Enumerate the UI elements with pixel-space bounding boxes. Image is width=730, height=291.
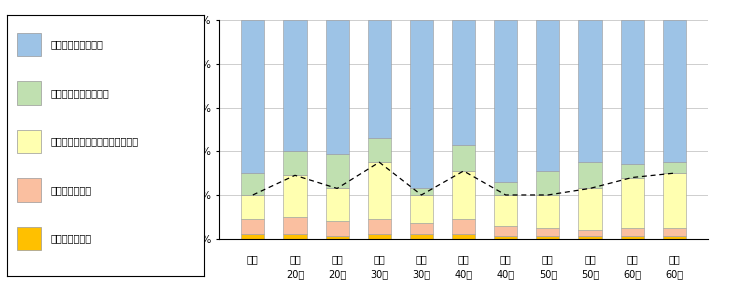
Text: 40代: 40代: [455, 269, 472, 279]
Bar: [452, 234, 475, 239]
FancyBboxPatch shape: [18, 178, 41, 202]
Bar: [326, 221, 349, 236]
Bar: [452, 20, 475, 145]
Bar: [368, 219, 391, 234]
Bar: [578, 20, 602, 162]
Bar: [368, 162, 391, 219]
Bar: [410, 20, 433, 189]
Bar: [620, 236, 644, 239]
Bar: [494, 182, 518, 195]
Bar: [620, 164, 644, 178]
Bar: [241, 20, 264, 173]
Bar: [368, 234, 391, 239]
Bar: [326, 20, 349, 154]
Bar: [537, 20, 559, 171]
Bar: [663, 236, 686, 239]
Bar: [410, 234, 433, 239]
Bar: [283, 151, 307, 175]
Bar: [537, 236, 559, 239]
Text: 男性: 男性: [458, 254, 469, 264]
Text: ぜひ利用したい: ぜひ利用したい: [50, 233, 92, 244]
Text: 女性: 女性: [669, 254, 680, 264]
Bar: [537, 171, 559, 195]
Bar: [241, 219, 264, 234]
FancyBboxPatch shape: [18, 130, 41, 153]
Bar: [578, 162, 602, 189]
Bar: [663, 20, 686, 162]
Bar: [452, 171, 475, 219]
Text: 男性: 男性: [542, 254, 554, 264]
Bar: [283, 217, 307, 234]
Text: 50代: 50代: [539, 269, 557, 279]
Text: 男性: 男性: [626, 254, 638, 264]
Text: 女性: 女性: [584, 254, 596, 264]
Bar: [578, 236, 602, 239]
Text: 50代: 50代: [581, 269, 599, 279]
Bar: [410, 223, 433, 234]
FancyBboxPatch shape: [18, 81, 41, 105]
Bar: [620, 20, 644, 164]
Bar: [283, 234, 307, 239]
Bar: [326, 236, 349, 239]
Bar: [494, 226, 518, 236]
Bar: [452, 219, 475, 234]
Bar: [537, 228, 559, 236]
Bar: [410, 189, 433, 195]
Bar: [241, 195, 264, 219]
Text: 20代: 20代: [286, 269, 304, 279]
Text: 30代: 30代: [370, 269, 388, 279]
Bar: [368, 20, 391, 138]
Bar: [663, 173, 686, 228]
Bar: [326, 189, 349, 221]
Text: 全く利用したくない: 全く利用したくない: [50, 40, 104, 50]
Bar: [241, 234, 264, 239]
Bar: [410, 195, 433, 223]
FancyBboxPatch shape: [18, 227, 41, 250]
Text: 女性: 女性: [331, 254, 343, 264]
Bar: [578, 230, 602, 236]
Bar: [494, 195, 518, 226]
Text: まあ利用したい: まあ利用したい: [50, 185, 92, 195]
Text: あまり利用したくない: あまり利用したくない: [50, 88, 110, 98]
Bar: [283, 20, 307, 151]
Bar: [578, 189, 602, 230]
Text: どちらともいえない・わからない: どちらともいえない・わからない: [50, 136, 139, 147]
Text: 20代: 20代: [328, 269, 346, 279]
Text: 40代: 40代: [496, 269, 515, 279]
Bar: [452, 145, 475, 171]
Text: 男性: 男性: [289, 254, 301, 264]
Bar: [663, 228, 686, 236]
Text: 30代: 30代: [412, 269, 431, 279]
Bar: [663, 162, 686, 173]
Bar: [494, 236, 518, 239]
Bar: [494, 20, 518, 182]
Text: 女性: 女性: [500, 254, 512, 264]
Bar: [620, 178, 644, 228]
Text: 60代: 60代: [623, 269, 641, 279]
Bar: [326, 154, 349, 189]
Text: 男性: 男性: [373, 254, 385, 264]
Bar: [620, 228, 644, 236]
Bar: [283, 175, 307, 217]
Bar: [368, 138, 391, 162]
Bar: [537, 195, 559, 228]
Text: 全体: 全体: [247, 254, 258, 264]
Text: 60代: 60代: [665, 269, 683, 279]
FancyBboxPatch shape: [18, 33, 41, 56]
Bar: [241, 173, 264, 195]
Text: 女性: 女性: [415, 254, 427, 264]
